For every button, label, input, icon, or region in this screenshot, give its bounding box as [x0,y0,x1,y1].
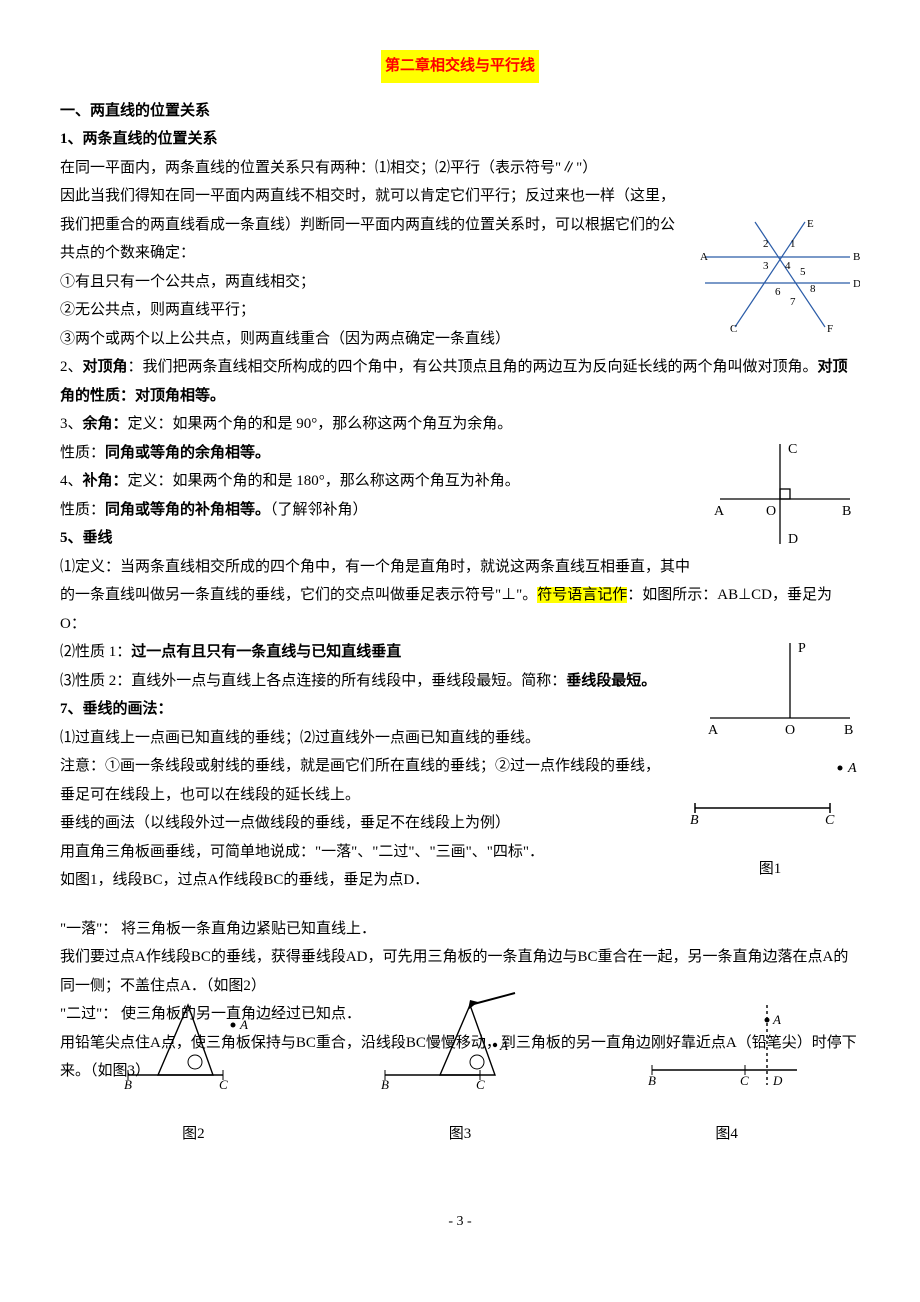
svg-text:A: A [714,504,725,519]
svg-text:O: O [766,504,776,519]
page-number: - 3 - [60,1209,860,1236]
label-property-1: 性质： [60,445,105,461]
para-perp-def: ⑴定义：当两条直线相交所成的四个角中，有一个角是直角时，就说这两条直线互相垂直，… [60,553,860,639]
svg-text:A: A [847,761,857,776]
para-positions-intro: 在同一平面内，两条直线的位置关系只有两种：⑴相交；⑵平行（表示符号"∥"） [60,154,860,183]
svg-text:P: P [798,641,806,656]
svg-text:C: C [825,813,835,826]
svg-text:A: A [772,1012,781,1027]
label-property-2: 性质： [60,502,105,518]
prop-perp-1: 过一点有且只有一条直线与已知直线垂直 [131,644,401,660]
svg-text:B: B [844,723,853,738]
label-prop2: ⑶性质 2：直线外一点与直线上各点连接的所有线段中，垂线段最短。简称： [60,673,566,689]
figure-2: A B C [113,990,263,1101]
figure-3: A B C [370,990,530,1101]
figure-row-234: A B C A B C A B C D [60,990,860,1101]
chapter-title: 第二章相交线与平行线 [381,50,539,83]
svg-text:C: C [476,1077,485,1090]
svg-text:3: 3 [763,260,769,272]
svg-text:B: B [842,504,851,519]
svg-text:B: B [381,1077,389,1090]
svg-text:7: 7 [790,296,796,308]
para-step-fall: "一落"： 将三角板一条直角边紧贴已知直线上． [60,915,860,944]
prop-complementary: 同角或等角的余角相等。 [105,445,270,461]
term-vertical-angle: 对顶角 [83,359,128,375]
svg-text:A: A [700,251,708,263]
figure-perpendicular-2: A B O P [700,638,860,749]
svg-text:B: B [853,251,860,263]
def-vertical-angle: ：我们把两条直线相交所构成的四个角中，有公共顶点且角的两边互为反向延长线的两个角… [128,359,818,375]
heading-1-1: 1、两条直线的位置关系 [60,125,860,154]
svg-text:A: A [499,1038,508,1053]
num-4: 4、 [60,473,83,489]
def-complementary: 定义：如果两个角的和是 90°，那么称这两个角互为余角。 [128,416,513,432]
svg-text:6: 6 [775,286,781,298]
svg-text:E: E [807,218,814,230]
term-supplementary: 补角： [83,473,128,489]
svg-text:O: O [785,723,795,738]
figure-segment-bc: A B C 图1 [680,756,860,883]
svg-text:D: D [788,532,798,547]
svg-text:5: 5 [800,266,806,278]
caption-fig2: 图2 [182,1120,205,1149]
def-supplementary: 定义：如果两个角的和是 180°，那么称这两个角互为补角。 [128,473,520,489]
figure-4: A B C D [637,990,807,1101]
caption-fig1: 图1 [680,855,860,884]
svg-text:A: A [239,1017,248,1032]
svg-text:D: D [853,278,860,290]
svg-text:4: 4 [785,260,791,272]
num-2: 2、 [60,359,83,375]
svg-text:B: B [690,813,699,826]
svg-text:1: 1 [790,238,796,250]
prop-supplementary: 同角或等角的补角相等。 [105,502,270,518]
caption-row: 图2 图3 图4 [60,1120,860,1149]
svg-text:8: 8 [810,283,816,295]
svg-text:C: C [219,1077,228,1090]
svg-text:B: B [648,1073,656,1088]
note-adjacent-supp: （了解邻补角） [270,502,368,518]
highlight-notation: 符号语言记作 [537,587,627,603]
figure-perpendicular-1: A B C D O [710,439,860,560]
para-vertical-angle: 2、对顶角：我们把两条直线相交所构成的四个角中，有公共顶点且角的两边互为反向延长… [60,353,860,410]
svg-text:A: A [708,723,719,738]
svg-text:C: C [730,323,737,335]
para-complementary: 3、余角：定义：如果两个角的和是 90°，那么称这两个角互为余角。 [60,410,860,439]
num-3: 3、 [60,416,83,432]
svg-text:C: C [788,442,797,457]
svg-text:C: C [740,1073,749,1088]
svg-text:B: B [124,1077,132,1090]
term-complementary: 余角： [83,416,128,432]
svg-text:2: 2 [763,238,769,250]
heading-section-1: 一、两直线的位置关系 [60,97,860,126]
svg-text:D: D [772,1073,783,1088]
svg-text:F: F [827,323,833,335]
caption-fig4: 图4 [715,1120,738,1149]
figure-intersecting-lines: A B C D E F 1 2 3 4 5 6 7 8 [695,217,860,348]
prop-perp-shortest: 垂线段最短。 [566,673,656,689]
caption-fig3: 图3 [449,1120,472,1149]
chapter-title-container: 第二章相交线与平行线 [60,50,860,83]
label-prop1: ⑵性质 1： [60,644,131,660]
